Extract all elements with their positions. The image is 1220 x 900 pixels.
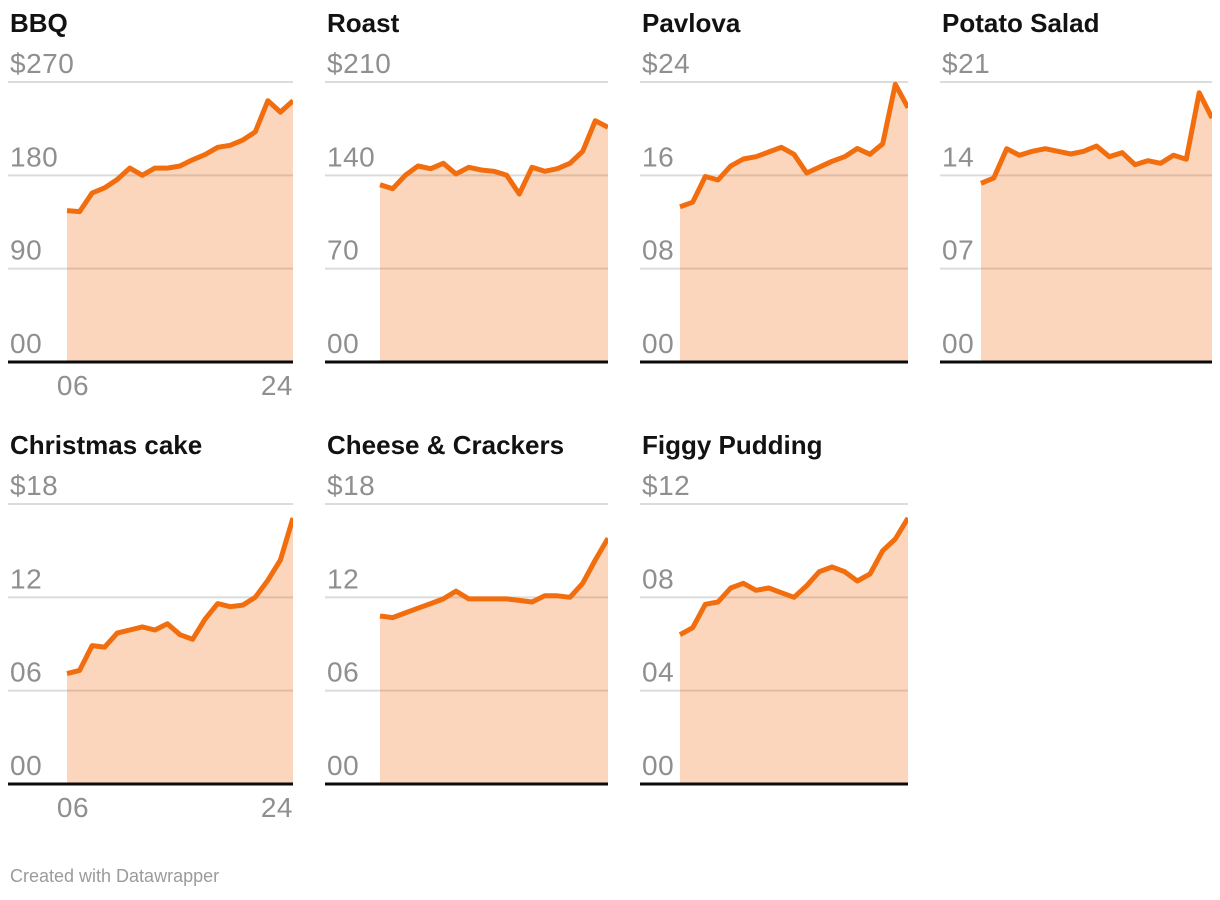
area-fill: [981, 92, 1212, 362]
y-tick-label: 16: [642, 141, 674, 172]
y-tick-label: 00: [642, 750, 674, 781]
price-area-chart: $12 08 04 00: [640, 470, 908, 786]
y-tick-label: $18: [10, 470, 58, 501]
chart-bbq: BBQ $270 180 90 00 06 24: [8, 8, 293, 400]
y-tick-label: 00: [10, 750, 42, 781]
area-fill: [380, 120, 608, 362]
price-line: [679, 81, 908, 210]
area-fill: [380, 538, 608, 784]
area-fill: [680, 518, 908, 784]
price-area-chart: $270 180 90 00 06 24: [8, 48, 293, 400]
datawrapper-credit: Created with Datawrapper: [10, 866, 220, 886]
price-area-chart: $18 12 06 00 06 24: [8, 470, 293, 822]
area-fill: [67, 100, 293, 362]
y-tick-label: $21: [942, 48, 990, 79]
chart-christmas-cake: Christmas cake $18 12 06 00 06 24: [8, 430, 293, 822]
y-tick-label: 07: [942, 235, 974, 266]
price-line: [66, 98, 293, 215]
chart-title: Figgy Pudding: [642, 430, 823, 460]
chart-roast: Roast $210 140 70 00: [325, 8, 608, 368]
y-tick-label: 00: [10, 328, 42, 359]
price-line: [678, 516, 908, 637]
y-tick-label: 08: [642, 563, 674, 594]
y-tick-label: $24: [642, 48, 690, 79]
price-line: [379, 536, 608, 621]
y-tick-label: 00: [942, 328, 974, 359]
chart-canvas: $12 08 04 00: [640, 460, 908, 790]
x-tick-label-start: 06: [57, 370, 89, 400]
chart-title: BBQ: [10, 8, 68, 38]
y-tick-label: 12: [327, 563, 359, 594]
x-tick-label-end: 24: [261, 370, 293, 400]
chart-title: Roast: [327, 8, 400, 38]
chart-potato-salad: Potato Salad $21 14 07 00: [940, 8, 1212, 368]
y-tick-label: $18: [327, 470, 375, 501]
chart-canvas: $270 180 90 00 06 24: [8, 38, 293, 400]
price-line: [379, 118, 608, 197]
price-line: [980, 90, 1212, 186]
price-area-chart: $24 16 08 00: [640, 48, 908, 364]
chart-title: Potato Salad: [942, 8, 1100, 38]
y-tick-label: 00: [642, 328, 674, 359]
y-tick-label: 04: [642, 657, 674, 688]
y-tick-label: 12: [10, 563, 42, 594]
area-fill: [680, 84, 908, 363]
x-tick-label-end: 24: [261, 792, 293, 822]
y-tick-label: 08: [642, 235, 674, 266]
y-tick-label: 180: [10, 141, 58, 172]
price-area-chart: $210 140 70 00: [325, 48, 608, 364]
chart-canvas: $21 14 07 00: [940, 38, 1212, 368]
y-tick-label: $210: [327, 48, 391, 79]
chart-title: Pavlova: [642, 8, 741, 38]
y-tick-label: 06: [10, 657, 42, 688]
chart-canvas: $210 140 70 00: [325, 38, 608, 368]
y-tick-label: 140: [327, 141, 375, 172]
small-multiples-grid: BBQ $270 180 90 00 06 24 Roast $210 140 70 00 Pa…: [8, 8, 1212, 822]
price-area-chart: $21 14 07 00: [940, 48, 1212, 364]
y-tick-label: $270: [10, 48, 74, 79]
y-tick-label: 14: [942, 141, 974, 172]
price-area-chart: $18 12 06 00: [325, 470, 608, 786]
chart-title: Cheese & Crackers: [327, 430, 565, 460]
y-tick-label: $12: [642, 470, 690, 501]
chart-canvas: $18 12 06 00: [325, 460, 608, 790]
y-tick-label: 06: [327, 657, 359, 688]
y-tick-label: 00: [327, 750, 359, 781]
chart-figgy-pudding: Figgy Pudding $12 08 04 00: [640, 430, 908, 790]
price-line: [66, 517, 293, 677]
chart-canvas: $24 16 08 00: [640, 38, 908, 368]
chart-title: Christmas cake: [10, 430, 203, 460]
y-tick-label: 70: [327, 235, 359, 266]
chart-cheese-crackers: Cheese & Crackers $18 12 06 00: [325, 430, 608, 790]
area-fill: [67, 518, 293, 784]
chart-pavlova: Pavlova $24 16 08 00: [640, 8, 908, 368]
y-tick-label: 00: [327, 328, 359, 359]
x-tick-label-start: 06: [57, 792, 89, 822]
chart-canvas: $18 12 06 00 06 24: [8, 460, 293, 822]
y-tick-label: 90: [10, 235, 42, 266]
